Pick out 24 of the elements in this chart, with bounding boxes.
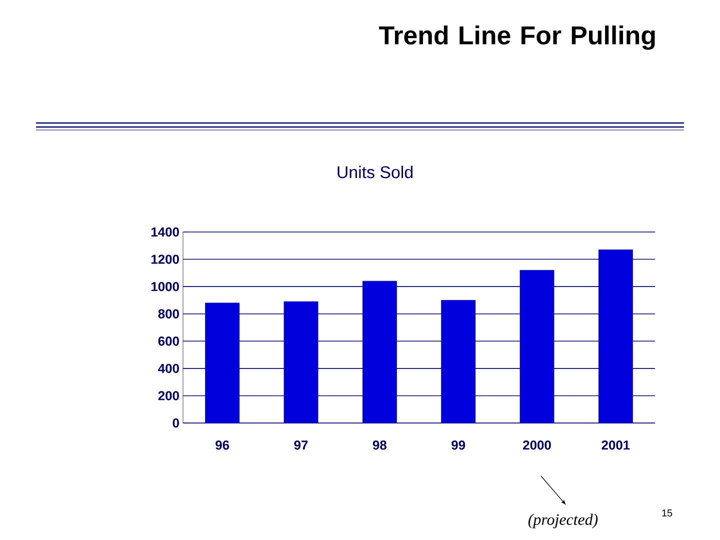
y-tick-label: 1000 <box>151 282 179 292</box>
y-tick-label: 400 <box>158 364 179 374</box>
text: 15 <box>662 510 672 516</box>
bar <box>284 301 318 423</box>
bar <box>598 250 633 423</box>
y-tick-label: 800 <box>158 309 179 318</box>
chart-subtitle: Units Sold <box>338 166 412 178</box>
bar <box>441 300 476 423</box>
x-tick-label: 97 <box>294 440 308 450</box>
y-tick-label: 1200 <box>151 254 179 264</box>
text: (projected) <box>528 514 598 528</box>
x-tick-label: 96 <box>216 440 230 450</box>
y-tick-label: 0 <box>172 418 179 428</box>
bar <box>362 280 397 423</box>
bar <box>520 270 554 423</box>
y-tick-label: 1400 <box>151 227 179 237</box>
x-tick-label: 99 <box>452 440 466 450</box>
y-tick-label: 200 <box>158 391 179 400</box>
bar <box>205 302 240 423</box>
x-tick-label: 98 <box>372 440 386 450</box>
y-tick-label: 600 <box>158 336 179 346</box>
x-tick-label: 2001 <box>602 440 630 450</box>
x-tick-label: 2000 <box>523 440 551 450</box>
chart-title: Trend Line For Pulling <box>379 26 655 50</box>
